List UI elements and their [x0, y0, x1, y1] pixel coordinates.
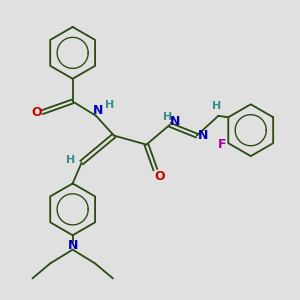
Text: N: N — [170, 116, 180, 128]
Text: O: O — [154, 170, 165, 183]
Text: H: H — [164, 112, 172, 122]
Text: O: O — [32, 106, 42, 119]
Text: N: N — [198, 129, 208, 142]
Text: H: H — [65, 155, 75, 165]
Text: H: H — [212, 101, 221, 111]
Text: N: N — [68, 239, 78, 252]
Text: F: F — [218, 139, 226, 152]
Text: H: H — [105, 100, 114, 110]
Text: N: N — [93, 104, 104, 117]
